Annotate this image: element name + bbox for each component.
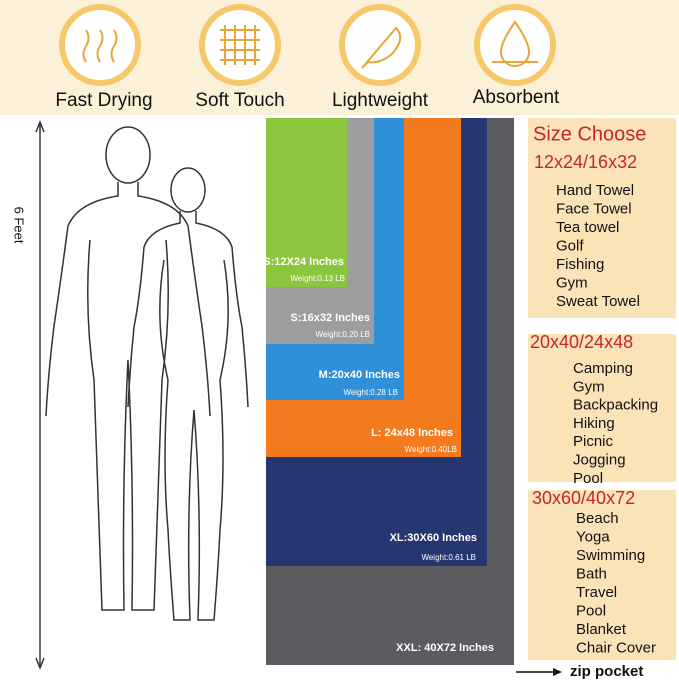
towel-weight: Weight:0.20 LB bbox=[315, 330, 370, 339]
size-use: Jogging bbox=[573, 451, 626, 468]
towel-size: XXL: 40X72 Inches bbox=[396, 642, 494, 654]
towel-size: XS:12X24 Inches bbox=[256, 256, 344, 268]
towel-weight: Weight:0.28 LB bbox=[343, 388, 398, 397]
feature-icons bbox=[59, 4, 556, 86]
size-use: Gym bbox=[573, 378, 605, 395]
size-use: Camping bbox=[573, 360, 633, 377]
towel-weight: Weight:0.61 LB bbox=[421, 553, 476, 562]
size-use: Chair Cover bbox=[576, 639, 656, 656]
size-use: Bath bbox=[576, 565, 607, 582]
size-use: Swimming bbox=[576, 547, 645, 564]
height-label: 6 Feet bbox=[12, 207, 27, 244]
feature-label: Soft Touch bbox=[195, 90, 284, 111]
towel-size: L: 24x48 Inches bbox=[371, 427, 453, 439]
size-use: Golf bbox=[556, 237, 584, 254]
size-use: Blanket bbox=[576, 621, 627, 638]
feature-label: Lightweight bbox=[332, 90, 429, 111]
towels bbox=[266, 118, 514, 665]
zip-label: zip pocket bbox=[570, 663, 643, 680]
towel-weight: Weight:0.40LB bbox=[405, 445, 457, 454]
size-use: Hiking bbox=[573, 415, 615, 432]
size-use: Tea towel bbox=[556, 219, 619, 236]
size-use: Yoga bbox=[576, 528, 610, 545]
size-use: Travel bbox=[576, 584, 617, 601]
feature-label: Fast Drying bbox=[55, 90, 152, 111]
size-heading: 20x40/24x48 bbox=[530, 332, 633, 352]
towel-weight: Weight:0.90 LB bbox=[429, 664, 484, 673]
towel-size: S:16x32 Inches bbox=[291, 312, 371, 324]
human-figures bbox=[45, 126, 249, 621]
feature-label: Absorbent bbox=[473, 87, 560, 108]
size-use: Face Towel bbox=[556, 200, 632, 217]
size-heading: 12x24/16x32 bbox=[534, 152, 637, 172]
size-use: Pool bbox=[573, 470, 603, 487]
size-use: Hand Towel bbox=[556, 182, 634, 199]
size-guide-boxes bbox=[528, 118, 676, 660]
towel-size: XL:30X60 Inches bbox=[390, 532, 477, 544]
height-arrow bbox=[35, 119, 45, 671]
towel-weight: Weight:0.13 LB bbox=[290, 274, 345, 283]
size-use: Fishing bbox=[556, 256, 604, 273]
size-use: Picnic bbox=[573, 433, 614, 450]
zip-arrow-head bbox=[553, 668, 562, 676]
size-heading: 30x60/40x72 bbox=[532, 488, 635, 508]
size-use: Backpacking bbox=[573, 397, 658, 414]
size-use: Beach bbox=[576, 510, 619, 527]
size-use: Sweat Towel bbox=[556, 293, 640, 310]
towel-size: M:20x40 Inches bbox=[319, 369, 400, 381]
size-use: Gym bbox=[556, 274, 588, 291]
size-guide-title: Size Choose bbox=[533, 123, 646, 145]
size-use: Pool bbox=[576, 602, 606, 619]
